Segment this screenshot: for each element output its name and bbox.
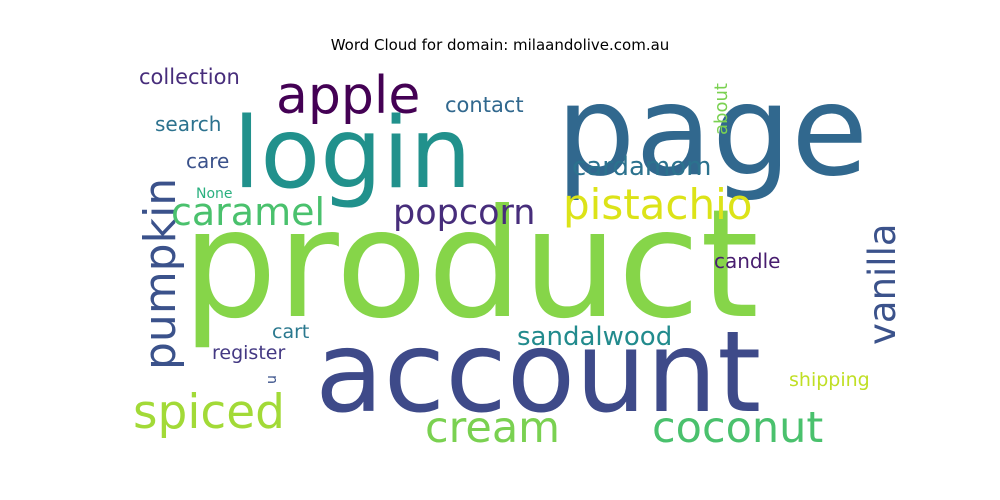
word-popcorn: popcorn: [393, 193, 535, 233]
word-register: register: [212, 342, 285, 364]
word-vanilla: vanilla: [861, 223, 904, 345]
word-shipping: shipping: [789, 369, 870, 391]
word-login: login: [233, 97, 472, 211]
word-cardamom: cardamom: [572, 152, 711, 182]
word-product: product: [182, 178, 759, 352]
chart-title: Word Cloud for domain: milaandolive.com.…: [330, 36, 670, 54]
word-account: account: [315, 308, 761, 438]
word-about: about: [711, 83, 732, 135]
word-page: page: [556, 59, 868, 204]
word-sandalwood: sandalwood: [517, 322, 672, 352]
word-collection: collection: [139, 65, 240, 89]
word-coconut: coconut: [652, 403, 823, 453]
word-contact: contact: [445, 93, 524, 117]
word-cart: cart: [272, 321, 309, 343]
word-care: care: [186, 149, 229, 173]
word-caramel: caramel: [171, 190, 325, 234]
word-pistachio: pistachio: [563, 180, 753, 229]
word-search: search: [155, 112, 221, 136]
word-pumpkin: pumpkin: [135, 178, 186, 370]
word-cream: cream: [425, 403, 560, 453]
word-none: None: [196, 186, 233, 202]
word-spiced: spiced: [133, 385, 285, 440]
word-candle: candle: [714, 249, 780, 273]
word-apple: apple: [276, 66, 420, 126]
word-u: u: [264, 375, 280, 384]
